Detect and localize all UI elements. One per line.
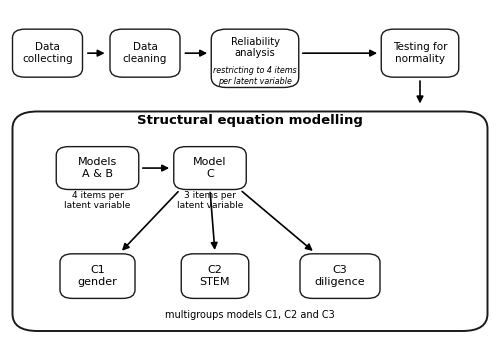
Text: C2
STEM: C2 STEM	[200, 265, 230, 287]
FancyBboxPatch shape	[56, 147, 139, 189]
FancyBboxPatch shape	[174, 147, 246, 189]
Text: 4 items per
latent variable: 4 items per latent variable	[64, 191, 130, 210]
FancyBboxPatch shape	[12, 29, 82, 77]
Text: 3 items per
latent variable: 3 items per latent variable	[177, 191, 243, 210]
FancyBboxPatch shape	[382, 29, 459, 77]
FancyBboxPatch shape	[110, 29, 180, 77]
Text: multigroups models C1, C2 and C3: multigroups models C1, C2 and C3	[165, 310, 335, 320]
FancyBboxPatch shape	[300, 254, 380, 298]
FancyBboxPatch shape	[60, 254, 135, 298]
Text: Models
A & B: Models A & B	[78, 157, 117, 179]
Text: Structural equation modelling: Structural equation modelling	[137, 114, 363, 127]
Text: Data
collecting: Data collecting	[22, 43, 73, 64]
FancyBboxPatch shape	[181, 254, 249, 298]
Text: Data
cleaning: Data cleaning	[123, 43, 167, 64]
Text: Testing for
normality: Testing for normality	[393, 43, 448, 64]
FancyBboxPatch shape	[211, 29, 298, 87]
Text: C1
gender: C1 gender	[78, 265, 118, 287]
FancyBboxPatch shape	[12, 111, 488, 331]
Text: restricting to 4 items
per latent variable: restricting to 4 items per latent variab…	[213, 67, 297, 86]
Text: C3
diligence: C3 diligence	[314, 265, 366, 287]
Text: Reliability
analysis: Reliability analysis	[230, 37, 280, 58]
Text: Model
C: Model C	[193, 157, 227, 179]
